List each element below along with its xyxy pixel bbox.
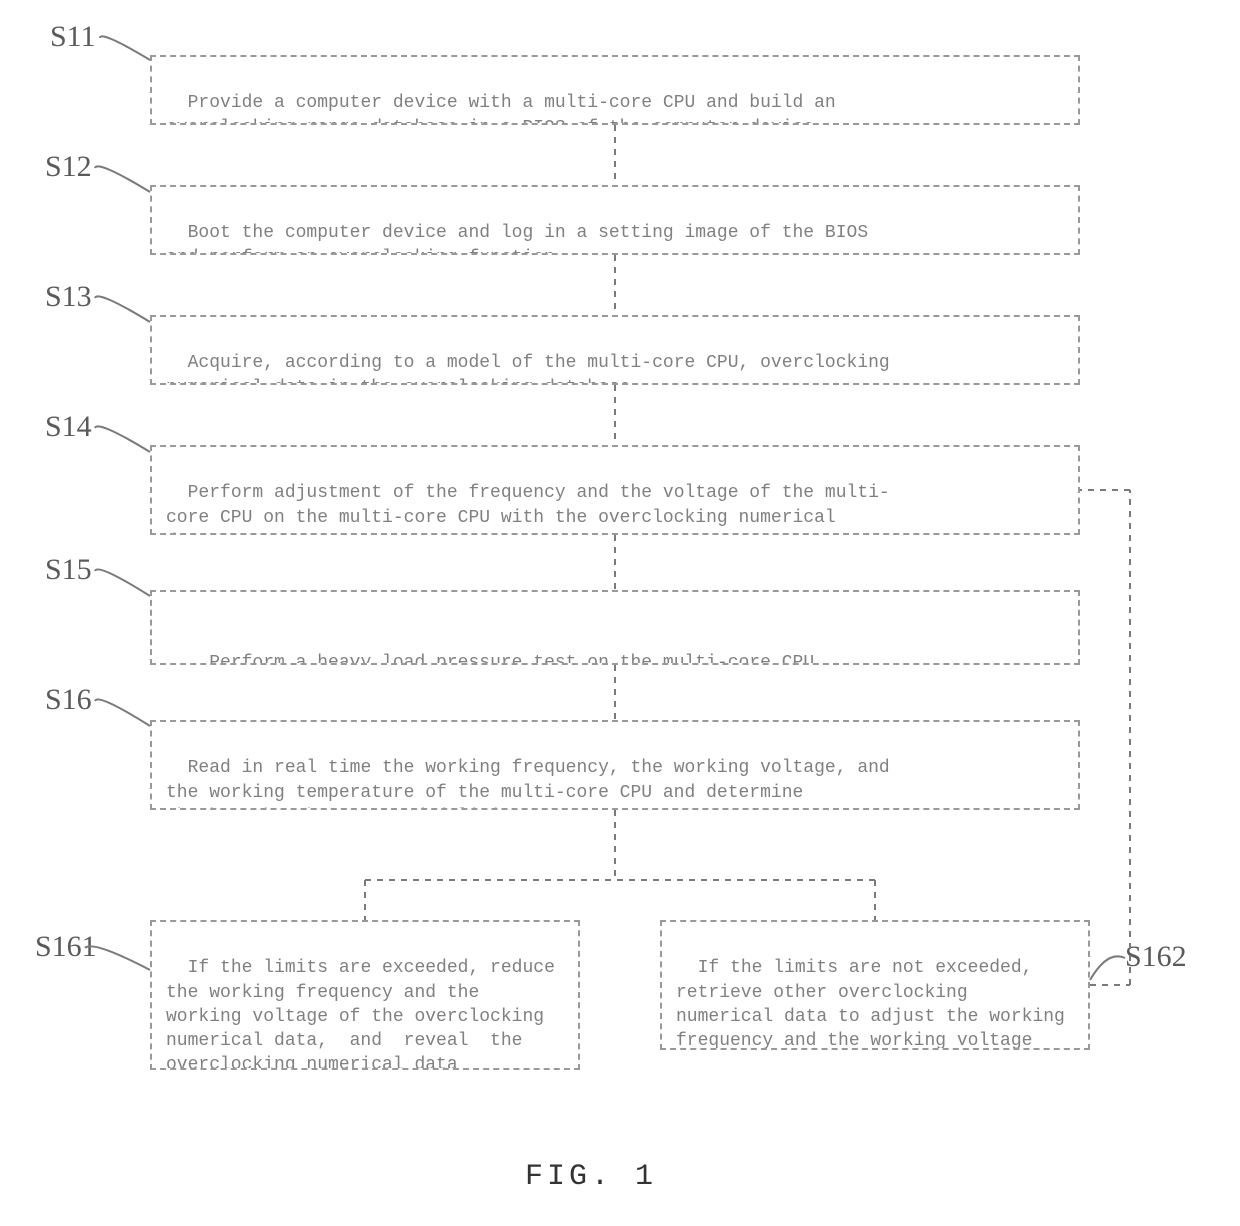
step-text: Read in real time the working frequency,…: [166, 758, 890, 810]
label-s16: S16: [45, 683, 92, 717]
step-s16: Read in real time the working frequency,…: [150, 720, 1080, 810]
step-s13: Acquire, according to a model of the mul…: [150, 315, 1080, 385]
flowchart-canvas: { "figure_caption": "FIG. 1", "colors": …: [0, 0, 1240, 1226]
step-text: Perform a heavy load pressure test on th…: [166, 653, 814, 665]
label-s12: S12: [45, 150, 92, 184]
step-s15: Perform a heavy load pressure test on th…: [150, 590, 1080, 665]
branch-s162: If the limits are not exceeded, retrieve…: [660, 920, 1090, 1050]
label-s13: S13: [45, 280, 92, 314]
step-s11: Provide a computer device with a multi-c…: [150, 55, 1080, 125]
step-s12: Boot the computer device and log in a se…: [150, 185, 1080, 255]
label-s15: S15: [45, 553, 92, 587]
branch-text: If the limits are not exceeded, retrieve…: [676, 958, 1065, 1050]
label-s11: S11: [50, 20, 96, 54]
step-text: Boot the computer device and log in a se…: [166, 223, 868, 255]
step-text: Perform adjustment of the frequency and …: [166, 483, 890, 535]
branch-s161: If the limits are exceeded, reduce the w…: [150, 920, 580, 1070]
branch-text: If the limits are exceeded, reduce the w…: [166, 958, 555, 1070]
step-text: Acquire, according to a model of the mul…: [166, 353, 890, 385]
step-s14: Perform adjustment of the frequency and …: [150, 445, 1080, 535]
label-s161: S161: [35, 930, 97, 964]
label-s14: S14: [45, 410, 92, 444]
step-text: Provide a computer device with a multi-c…: [166, 93, 836, 125]
figure-caption: FIG. 1: [525, 1160, 657, 1194]
label-s162: S162: [1125, 940, 1187, 974]
